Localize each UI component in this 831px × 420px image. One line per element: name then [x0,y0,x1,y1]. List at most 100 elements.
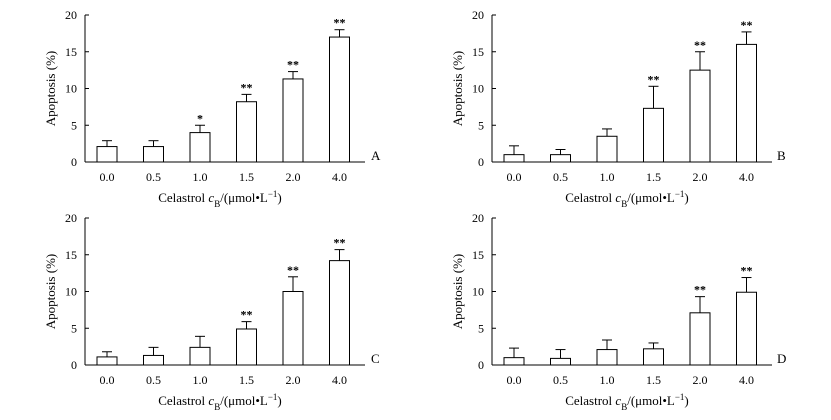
significance-marker: ** [741,264,753,278]
x-axis-title-part: B [214,199,220,209]
y-tick-label: 20 [472,8,484,22]
x-axis-title-part: −1 [675,189,685,199]
x-tick-label: 0.0 [100,373,115,387]
x-axis-title: Celastrol cB/(μmol•L−1) [565,189,689,209]
x-tick-label: 0.5 [146,373,161,387]
x-axis-title-part: c [208,190,214,205]
x-tick-label: 1.0 [600,170,615,184]
panel-label: B [777,148,786,163]
x-axis-title-part: /(μmol•L [627,190,675,205]
x-tick-label: 4.0 [739,373,754,387]
y-tick-label: 5 [478,321,484,335]
bar-4.0 [329,36,350,163]
bar-1.0 [596,135,618,163]
chart-panel-c: 0 5 10 15 20 Apoptosis (%) 0.0 0.5 1.0 ** 1.5 ** 2.0… [43,211,380,412]
significance-marker: ** [648,72,660,86]
x-tick-label: 1.0 [193,170,208,184]
x-axis-title-part: B [621,402,627,412]
bar-0.5 [550,154,571,163]
x-tick-label: 2.0 [693,373,708,387]
chart-panel-b: 0 5 10 15 20 Apoptosis (%) 0.0 0.5 1.0 ** 1.5 ** 2.0… [450,8,786,209]
y-tick-label: 0 [71,155,77,169]
significance-marker: ** [241,308,253,322]
x-tick-label: 2.0 [693,170,708,184]
y-tick-label: 0 [478,155,484,169]
y-tick-label: 5 [71,321,77,335]
y-tick-label: 10 [472,285,484,299]
x-tick-label: 1.5 [646,170,661,184]
y-axis-title: Apoptosis (%) [450,51,465,126]
significance-marker: ** [741,18,753,32]
bar-0.0 [96,146,118,163]
x-tick-label: 0.5 [553,373,568,387]
x-axis-title: Celastrol cB/(μmol•L−1) [565,392,689,412]
bar-2.0 [282,78,304,163]
x-tick-label: 1.5 [239,373,254,387]
x-axis-title-part: /(μmol•L [220,393,268,408]
bar-1.5 [643,107,664,163]
y-axis-title: Apoptosis (%) [43,254,58,329]
bar-4.0 [736,291,757,366]
y-tick-label: 10 [65,285,77,299]
y-tick-label: 10 [472,82,484,96]
x-axis-title-part: /(μmol•L [627,393,675,408]
x-tick-label: 0.5 [146,170,161,184]
y-tick-label: 0 [478,358,484,372]
bar-2.0 [282,291,304,366]
bar-0.0 [96,356,118,366]
significance-marker: ** [241,80,253,94]
x-tick-label: 0.0 [507,170,522,184]
x-axis-title-part: ) [684,190,688,205]
bar-1.5 [643,348,664,366]
x-axis-title-part: −1 [268,189,278,199]
x-axis-title-part: Celastrol [565,190,615,205]
x-axis-title-part: Celastrol [158,393,208,408]
y-tick-label: 20 [472,211,484,225]
x-axis-title-part: ) [277,393,281,408]
bar-4.0 [736,43,757,163]
x-tick-label: 2.0 [286,170,301,184]
bar-1.0 [189,346,211,366]
y-axis-title: Apoptosis (%) [43,51,58,126]
x-axis-title: Celastrol cB/(μmol•L−1) [158,392,282,412]
x-axis-title-part: −1 [268,392,278,402]
x-axis-title-part: /(μmol•L [220,190,268,205]
x-tick-label: 1.5 [239,170,254,184]
x-axis-title-part: B [214,402,220,412]
x-axis-title-part: c [208,393,214,408]
x-axis-title-part: c [615,393,621,408]
significance-marker: * [197,111,203,125]
panel-label: D [777,351,786,366]
x-tick-label: 0.5 [553,170,568,184]
significance-marker: ** [694,38,706,52]
significance-marker: ** [694,283,706,297]
y-tick-label: 20 [65,211,77,225]
x-axis-title-part: ) [277,190,281,205]
bar-1.5 [236,328,257,366]
y-tick-label: 15 [65,248,77,262]
x-axis-title-part: ) [684,393,688,408]
x-tick-label: 0.0 [507,373,522,387]
x-axis-title-part: B [621,199,627,209]
panel-label: C [371,351,380,366]
y-tick-label: 15 [472,45,484,59]
panel-label: A [371,148,381,163]
bar-4.0 [329,260,350,366]
y-tick-label: 5 [478,118,484,132]
significance-marker: ** [334,236,346,250]
x-tick-label: 4.0 [739,170,754,184]
y-axis-title: Apoptosis (%) [450,254,465,329]
bar-1.0 [189,132,211,163]
x-tick-label: 0.0 [100,170,115,184]
bar-2.0 [689,69,711,163]
chart-panel-d: 0 5 10 15 20 Apoptosis (%) 0.0 0.5 1.0 1.5 ** 2.0 **… [450,211,786,412]
bar-2.0 [689,312,711,366]
y-tick-label: 15 [65,45,77,59]
bar-0.0 [503,154,525,163]
x-tick-label: 4.0 [332,373,347,387]
x-tick-label: 2.0 [286,373,301,387]
bar-0.0 [503,357,525,366]
bar-1.0 [596,349,618,366]
x-axis-title-part: −1 [675,392,685,402]
